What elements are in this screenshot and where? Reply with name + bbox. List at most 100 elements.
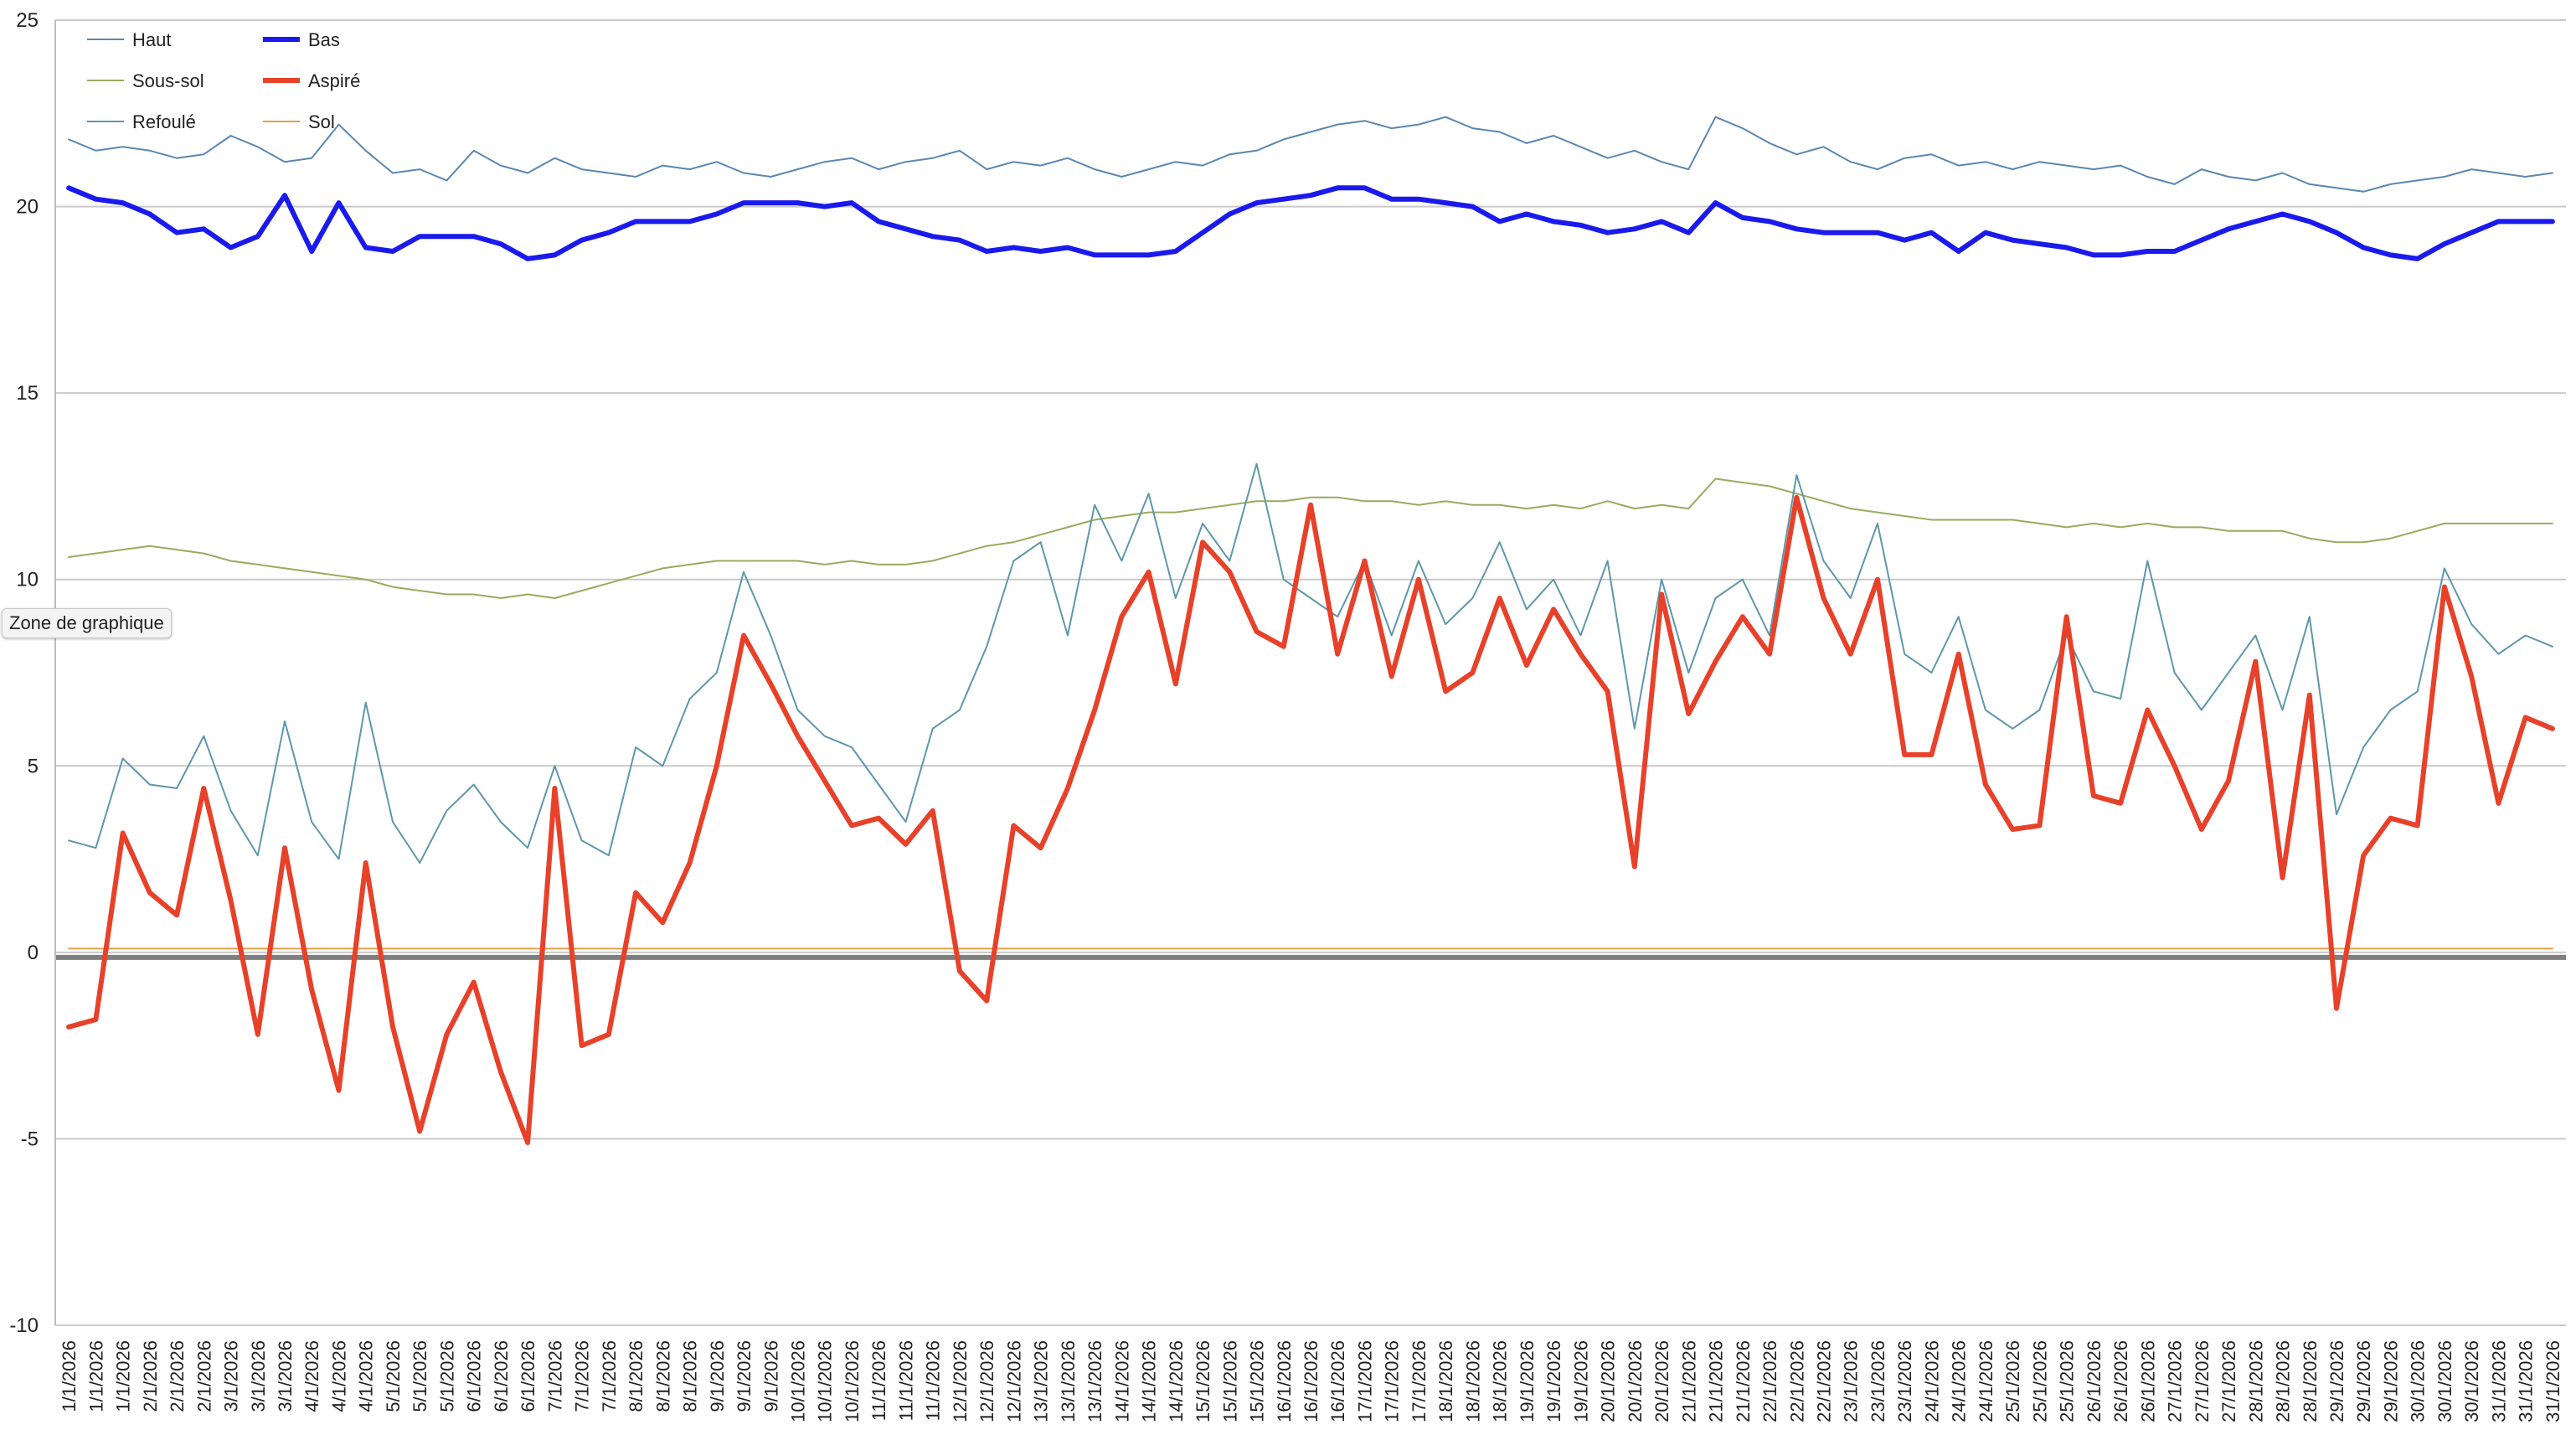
x-tick-label: 21/1/2026: [1678, 1340, 1699, 1422]
x-tick-label: 17/1/2026: [1355, 1340, 1376, 1422]
x-tick-label: 9/1/2026: [734, 1340, 755, 1412]
legend-label: Refoulé: [132, 111, 196, 132]
x-tick-label: 21/1/2026: [1733, 1340, 1754, 1422]
x-tick-label: 19/1/2026: [1517, 1340, 1538, 1422]
x-tick-label: 18/1/2026: [1435, 1340, 1456, 1422]
x-tick-label: 23/1/2026: [1868, 1340, 1888, 1422]
legend-item-refoul-[interactable]: Refoulé: [87, 111, 196, 132]
x-tick-label: 28/1/2026: [2300, 1340, 2321, 1422]
x-tick-label: 18/1/2026: [1490, 1340, 1511, 1422]
x-tick-label: 2/1/2026: [167, 1340, 188, 1412]
chart-area-tooltip: Zone de graphique: [2, 608, 172, 638]
x-tick-label: 16/1/2026: [1327, 1340, 1348, 1422]
x-tick-label: 4/1/2026: [356, 1340, 377, 1412]
legend-item-sol[interactable]: Sol: [263, 111, 335, 132]
x-tick-label: 7/1/2026: [544, 1340, 565, 1412]
legend-item-bas[interactable]: Bas: [263, 29, 340, 50]
x-tick-label: 20/1/2026: [1651, 1340, 1672, 1422]
y-tick-label: 10: [16, 569, 39, 591]
x-tick-label: 12/1/2026: [1003, 1340, 1024, 1422]
legend-label: Aspiré: [308, 70, 360, 91]
x-tick-label: 12/1/2026: [976, 1340, 997, 1422]
series-line-refoul-: [68, 462, 2553, 864]
y-tick-label: 15: [16, 382, 39, 405]
x-tick-label: 4/1/2026: [329, 1340, 350, 1412]
x-tick-label: 29/1/2026: [2353, 1340, 2374, 1422]
x-tick-label: 30/1/2026: [2408, 1340, 2429, 1422]
y-tick-label: -5: [21, 1128, 39, 1150]
x-tick-label: 8/1/2026: [652, 1340, 673, 1412]
x-tick-label: 9/1/2026: [760, 1340, 781, 1412]
x-tick-label: 14/1/2026: [1111, 1340, 1132, 1422]
x-tick-label: 24/1/2026: [1976, 1340, 1996, 1422]
x-tick-label: 31/1/2026: [2488, 1340, 2509, 1422]
legend-item-haut[interactable]: Haut: [87, 29, 171, 50]
x-tick-label: 27/1/2026: [2165, 1340, 2186, 1422]
y-tick-label: -10: [9, 1314, 39, 1337]
y-tick-label: 5: [28, 755, 39, 777]
x-tick-label: 15/1/2026: [1193, 1340, 1213, 1422]
x-tick-label: 28/1/2026: [2273, 1340, 2294, 1422]
x-tick-label: 25/1/2026: [2057, 1340, 2078, 1422]
x-tick-label: 23/1/2026: [1841, 1340, 1862, 1422]
x-tick-label: 15/1/2026: [1247, 1340, 1268, 1422]
x-tick-label: 7/1/2026: [572, 1340, 593, 1412]
x-tick-label: 8/1/2026: [680, 1340, 701, 1412]
x-tick-label: 26/1/2026: [2084, 1340, 2105, 1422]
series-line-haut: [68, 116, 2553, 193]
x-tick-label: 29/1/2026: [2381, 1340, 2402, 1422]
x-tick-label: 11/1/2026: [923, 1340, 944, 1421]
x-tick-label: 25/1/2026: [2029, 1340, 2050, 1422]
x-tick-label: 20/1/2026: [1625, 1340, 1646, 1422]
legend-item-sous-sol[interactable]: Sous-sol: [87, 70, 204, 91]
x-tick-label: 9/1/2026: [707, 1340, 728, 1412]
x-tick-label: 26/1/2026: [2137, 1340, 2158, 1422]
x-tick-label: 7/1/2026: [599, 1340, 620, 1412]
legend-label: Haut: [132, 29, 171, 50]
legend-label: Bas: [308, 29, 340, 50]
x-tick-label: 13/1/2026: [1031, 1340, 1052, 1422]
x-tick-label: 2/1/2026: [140, 1340, 161, 1412]
y-tick-label: 25: [16, 9, 39, 32]
x-tick-label: 26/1/2026: [2110, 1340, 2131, 1422]
x-tick-label: 10/1/2026: [788, 1340, 809, 1422]
x-tick-label: 31/1/2026: [2543, 1340, 2563, 1422]
x-tick-label: 14/1/2026: [1166, 1340, 1187, 1422]
series-line-bas: [66, 185, 2555, 261]
legend-item-aspir-[interactable]: Aspiré: [263, 70, 360, 91]
x-tick-label: 17/1/2026: [1382, 1340, 1403, 1422]
series-line-aspir-: [66, 494, 2555, 1145]
x-tick-label: 19/1/2026: [1570, 1340, 1591, 1422]
x-tick-label: 11/1/2026: [896, 1340, 917, 1421]
y-tick-label: 0: [28, 942, 39, 964]
x-tick-label: 3/1/2026: [221, 1340, 242, 1412]
x-tick-label: 1/1/2026: [85, 1340, 106, 1412]
x-tick-label: 23/1/2026: [1894, 1340, 1915, 1422]
x-tick-label: 1/1/2026: [59, 1340, 80, 1412]
x-tick-label: 22/1/2026: [1786, 1340, 1807, 1422]
x-tick-label: 8/1/2026: [626, 1340, 647, 1412]
x-tick-label: 24/1/2026: [1921, 1340, 1942, 1422]
x-tick-label: 12/1/2026: [950, 1340, 971, 1422]
x-tick-label: 16/1/2026: [1301, 1340, 1321, 1422]
x-tick-label: 14/1/2026: [1139, 1340, 1160, 1422]
x-tick-label: 13/1/2026: [1084, 1340, 1105, 1422]
x-tick-label: 31/1/2026: [2516, 1340, 2537, 1422]
x-tick-label: 27/1/2026: [2218, 1340, 2239, 1422]
x-tick-label: 5/1/2026: [410, 1340, 430, 1412]
x-tick-label: 29/1/2026: [2326, 1340, 2347, 1422]
y-tick-label: 20: [16, 196, 39, 219]
x-tick-label: 6/1/2026: [491, 1340, 512, 1412]
x-tick-label: 30/1/2026: [2461, 1340, 2482, 1422]
x-tick-label: 28/1/2026: [2245, 1340, 2266, 1422]
x-tick-label: 1/1/2026: [113, 1340, 134, 1412]
series-line-sous-sol: [68, 478, 2553, 599]
x-tick-label: 17/1/2026: [1409, 1340, 1430, 1422]
x-tick-label: 6/1/2026: [518, 1340, 538, 1412]
x-tick-label: 21/1/2026: [1706, 1340, 1727, 1422]
x-tick-label: 18/1/2026: [1462, 1340, 1483, 1422]
x-tick-label: 11/1/2026: [868, 1340, 889, 1421]
x-tick-label: 16/1/2026: [1274, 1340, 1295, 1422]
